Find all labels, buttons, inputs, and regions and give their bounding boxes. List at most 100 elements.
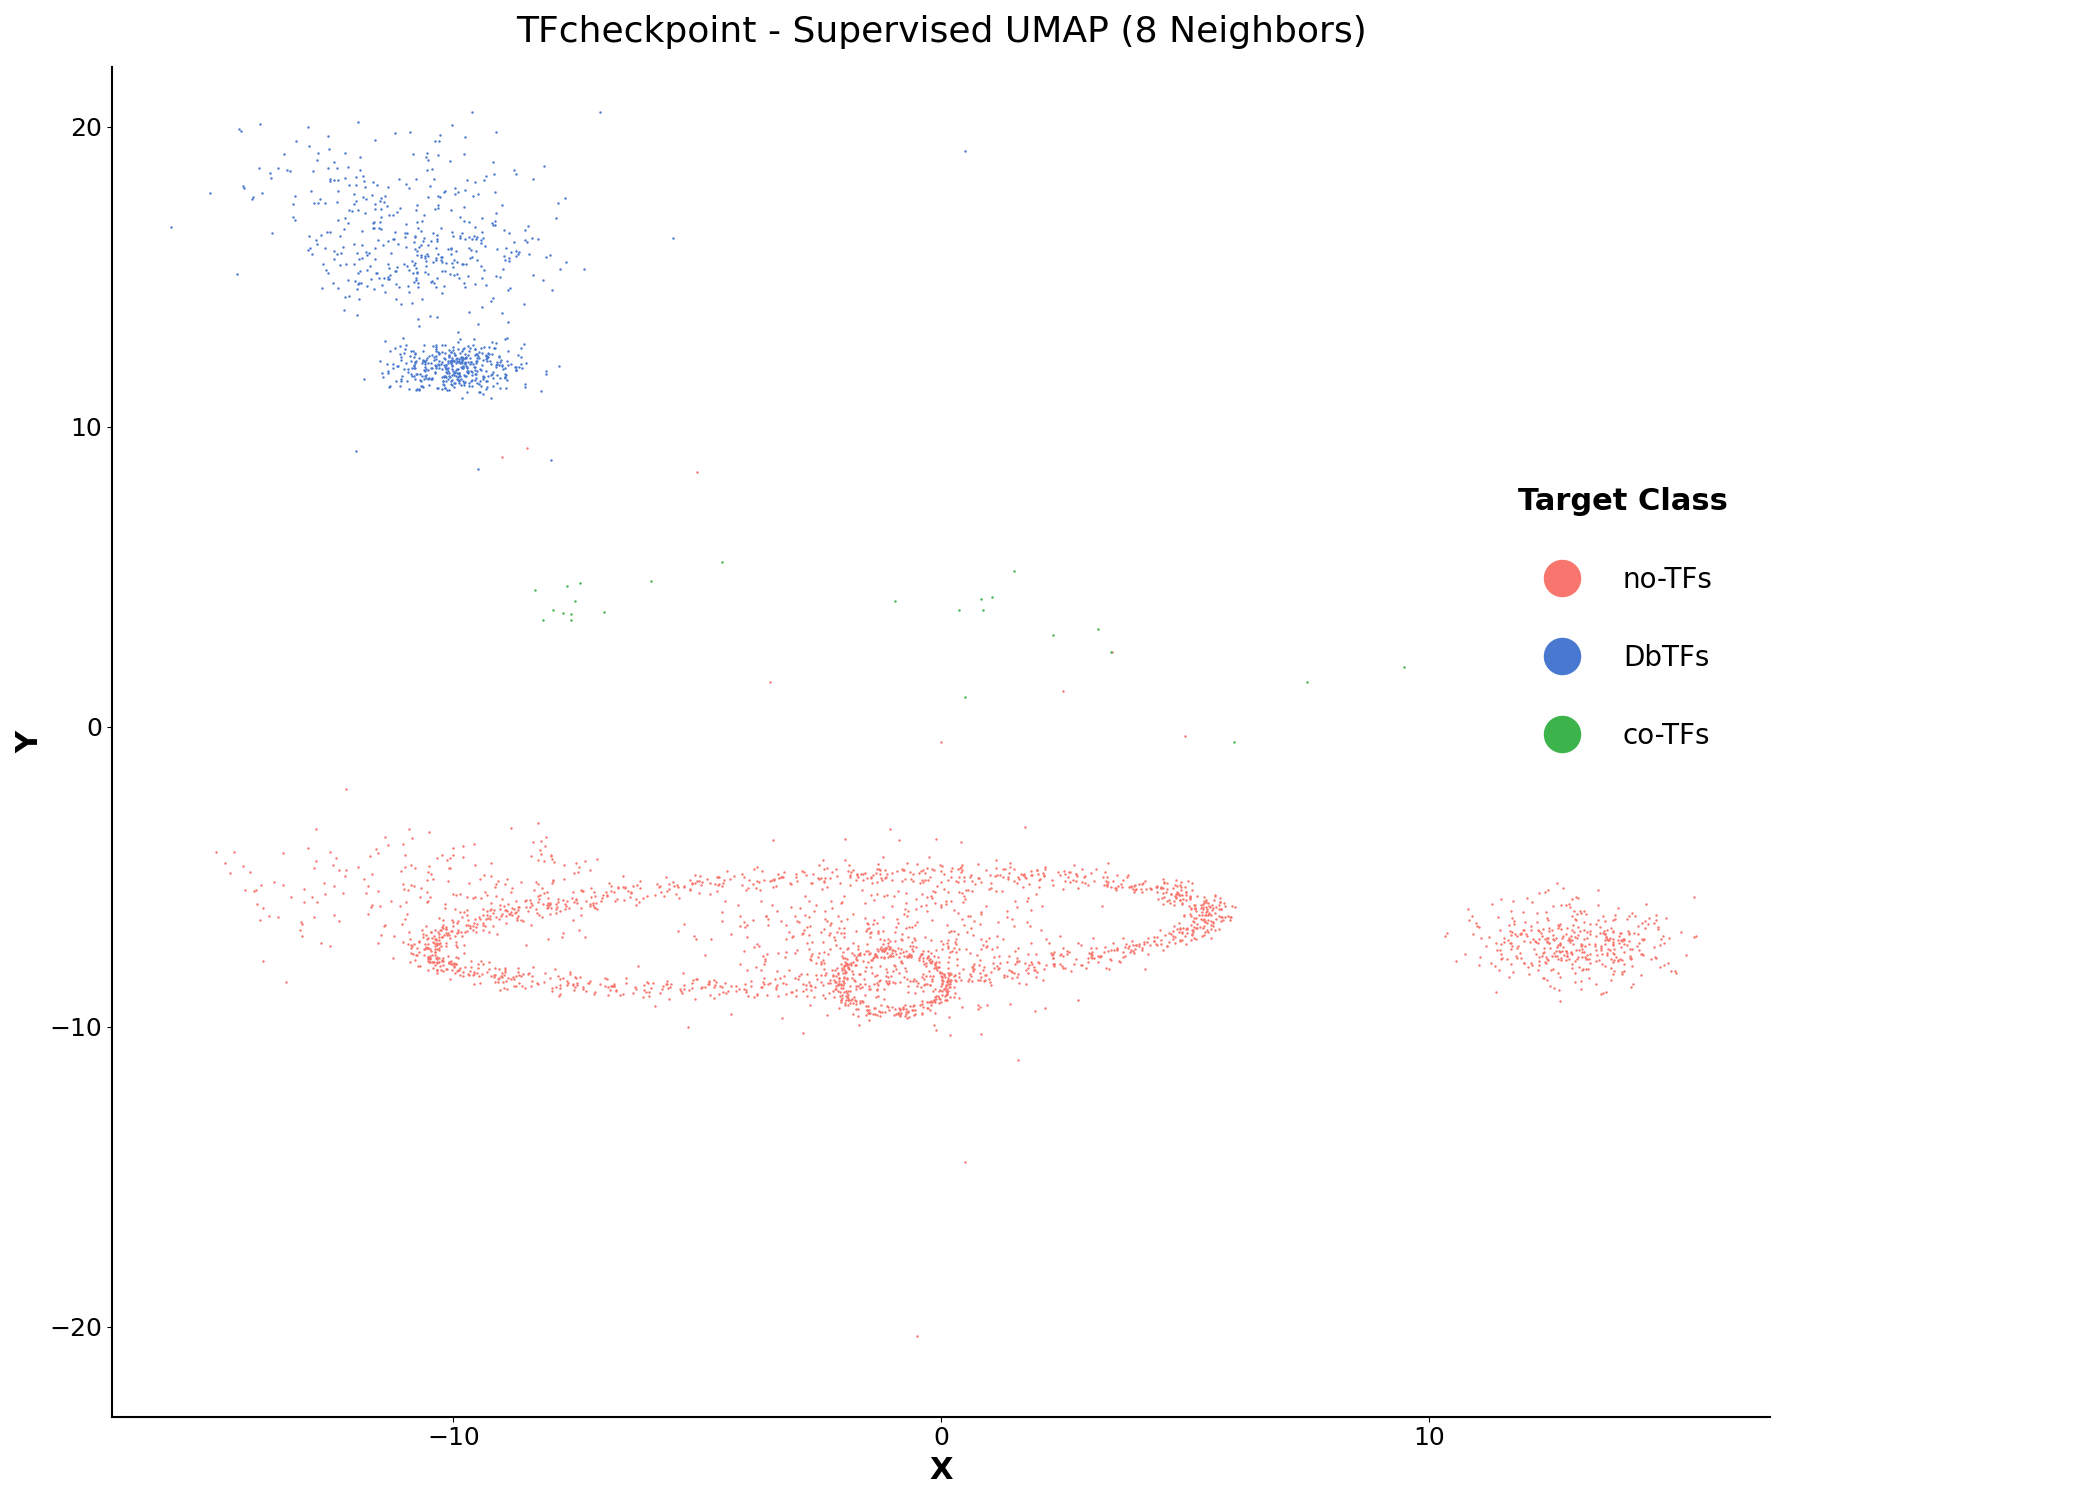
Point (892, 944, 926, 968)
Point (1588, 920, 1621, 944)
Point (487, 244, 521, 268)
Point (937, 936, 970, 960)
Point (714, 974, 748, 998)
Point (895, 938, 928, 962)
Point (510, 230, 544, 254)
Point (449, 918, 483, 942)
Point (918, 952, 951, 976)
Point (435, 374, 468, 398)
Point (1535, 922, 1569, 946)
Point (466, 258, 500, 282)
Point (1630, 892, 1663, 916)
Point (1510, 922, 1544, 946)
Point (819, 864, 853, 888)
Point (632, 980, 666, 1004)
Point (685, 870, 718, 894)
Point (649, 865, 682, 889)
Point (613, 880, 647, 904)
Point (590, 884, 624, 908)
Point (863, 969, 897, 993)
Point (1617, 921, 1651, 945)
Point (622, 954, 655, 978)
Point (428, 376, 462, 400)
Point (966, 598, 1000, 622)
Point (435, 957, 468, 981)
Point (420, 948, 454, 972)
Point (1525, 921, 1558, 945)
Point (447, 920, 481, 944)
Point (1197, 914, 1231, 938)
Point (517, 168, 550, 192)
Point (1096, 868, 1130, 892)
Point (733, 867, 766, 891)
Point (1014, 932, 1048, 956)
Point (882, 1000, 916, 1024)
Point (1035, 942, 1069, 966)
Point (422, 906, 456, 930)
Point (414, 920, 447, 944)
Point (340, 272, 374, 296)
Point (405, 918, 439, 942)
Point (888, 958, 922, 982)
Point (424, 216, 458, 240)
Point (785, 972, 819, 996)
Point (430, 358, 464, 382)
Point (930, 880, 964, 904)
Point (1189, 910, 1222, 934)
Point (1537, 927, 1571, 951)
Point (441, 330, 475, 354)
Point (1615, 946, 1649, 970)
Point (945, 859, 979, 883)
Point (414, 946, 447, 970)
Point (388, 908, 422, 932)
Point (533, 966, 567, 990)
Point (433, 945, 466, 969)
Point (1111, 864, 1145, 888)
Point (382, 232, 416, 256)
Point (1550, 945, 1583, 969)
Point (729, 879, 762, 903)
Point (1480, 932, 1514, 956)
Point (548, 186, 582, 210)
Point (907, 861, 941, 885)
Point (1182, 903, 1216, 927)
Point (441, 320, 475, 344)
Point (918, 880, 951, 904)
Point (456, 914, 489, 938)
Point (466, 366, 500, 390)
Point (351, 873, 384, 897)
Point (838, 952, 872, 976)
Point (1623, 942, 1657, 966)
Point (418, 354, 452, 378)
Point (542, 984, 575, 1008)
Point (914, 951, 947, 975)
Point (1193, 896, 1226, 920)
Point (328, 298, 361, 322)
Point (477, 213, 510, 237)
Point (1527, 939, 1560, 963)
Point (890, 980, 924, 1004)
Point (401, 274, 435, 298)
Point (930, 969, 964, 993)
Point (477, 366, 510, 390)
Point (834, 873, 867, 897)
Point (481, 968, 514, 992)
Point (1168, 874, 1201, 898)
Point (399, 350, 433, 374)
Point (416, 251, 449, 274)
Point (418, 339, 452, 363)
Point (1037, 952, 1071, 976)
Point (439, 897, 472, 921)
Point (252, 160, 286, 184)
Point (953, 940, 987, 964)
Point (708, 888, 741, 912)
Point (916, 950, 949, 974)
Point (435, 237, 468, 261)
Point (414, 270, 447, 294)
Point (1197, 897, 1231, 921)
Point (489, 350, 523, 374)
Point (1018, 956, 1052, 980)
Point (1151, 934, 1184, 958)
Point (1558, 920, 1592, 944)
Point (430, 934, 464, 958)
